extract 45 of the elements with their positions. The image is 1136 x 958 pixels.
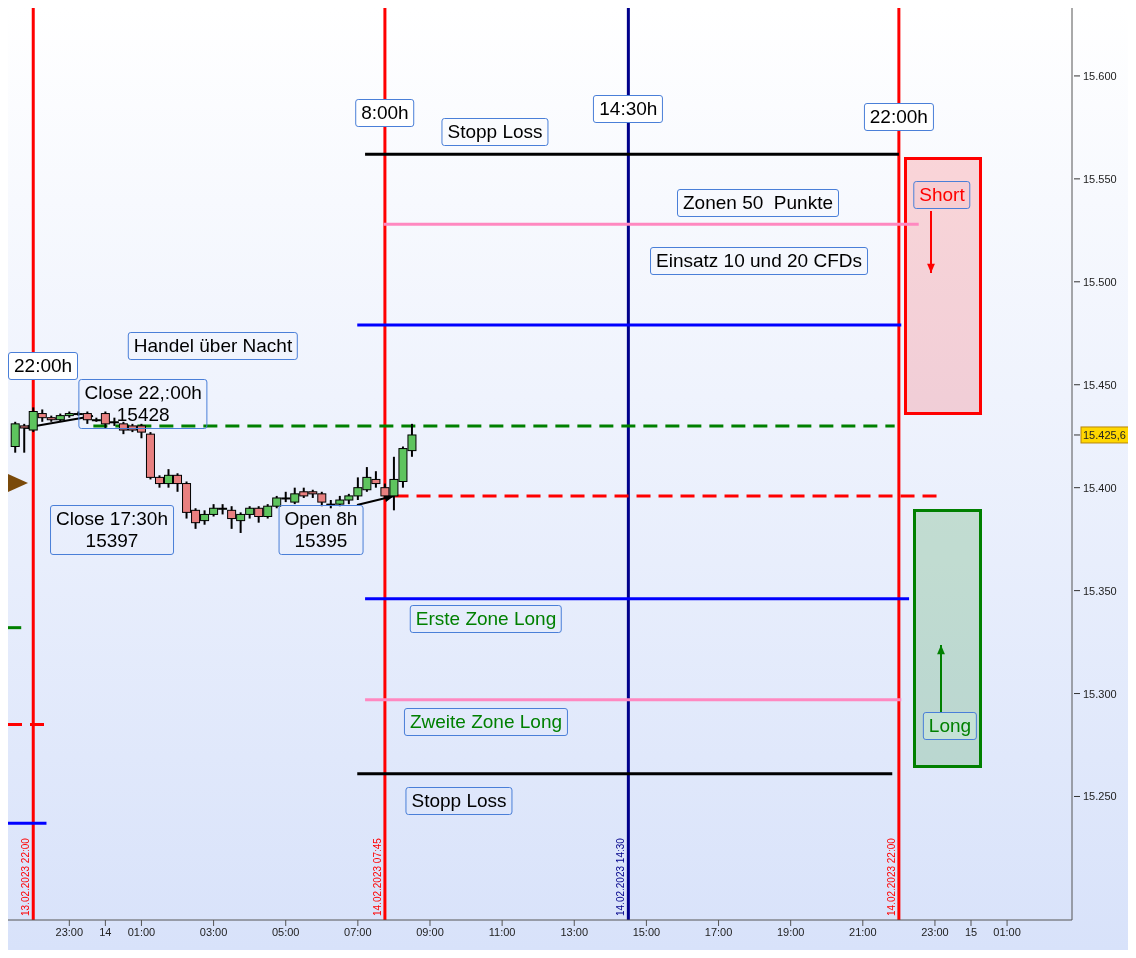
- annotation: Long: [922, 712, 978, 740]
- annotation: Handel über Nacht: [127, 332, 299, 360]
- x-tick-label: 03:00: [199, 925, 228, 938]
- x-tick-label: 01:00: [127, 925, 156, 938]
- annotation: 22:00h: [863, 103, 934, 132]
- annotation: Erste Zone Long: [409, 605, 563, 633]
- y-tick-label: 15.300: [1083, 687, 1117, 700]
- x-tick-label: 14: [99, 925, 112, 938]
- ref-line-label: 13.02.2023 22:00: [20, 837, 32, 916]
- y-tick-label: 15.400: [1083, 481, 1117, 494]
- annotation: Zweite Zone Long: [403, 708, 569, 736]
- annotation: Einsatz 10 und 20 CFDs: [650, 247, 868, 275]
- y-tick-label: 15.350: [1083, 584, 1117, 597]
- annotation: 8:00h: [355, 98, 415, 127]
- x-tick-label: 15:00: [632, 925, 661, 938]
- y-tick-label: 15.500: [1083, 275, 1117, 288]
- x-tick-label: 13:00: [560, 925, 589, 938]
- annotation: Zonen 50 Punkte: [677, 189, 839, 217]
- annotation: Close 22,:00h 15428: [78, 378, 208, 429]
- annotation: Stopp Loss: [441, 118, 549, 146]
- y-tick-label: 15.550: [1083, 172, 1117, 185]
- x-tick-label: 23:00: [55, 925, 84, 938]
- annotation: Stopp Loss: [405, 787, 513, 815]
- annotation: 22:00h: [8, 352, 79, 381]
- ref-line-label: 14.02.2023 14:30: [615, 837, 627, 916]
- y-tick-label: 15.250: [1083, 790, 1117, 803]
- ref-line-label: 14.02.2023 07:45: [371, 837, 383, 916]
- x-tick-label: 09:00: [416, 925, 444, 938]
- x-tick-label: 21:00: [849, 925, 877, 938]
- x-tick-label: 17:00: [704, 925, 733, 938]
- x-tick-label: 15: [964, 925, 978, 938]
- y-tick-label: 15.450: [1083, 378, 1117, 391]
- x-tick-label: 23:00: [921, 925, 949, 938]
- annotation: Close 17:30h 15397: [50, 505, 174, 555]
- x-tick-label: 05:00: [271, 925, 300, 938]
- x-tick-label: 07:00: [344, 925, 372, 938]
- annotation: Open 8h 15395: [278, 504, 364, 555]
- annotation: Short: [913, 181, 971, 209]
- y-tick-label: 15.425,6: [1083, 428, 1126, 441]
- x-tick-label: 01:00: [993, 925, 1021, 938]
- y-tick-label: 15.600: [1083, 69, 1117, 82]
- annotation: 14:30h: [593, 94, 664, 123]
- x-tick-label: 11:00: [488, 925, 516, 938]
- ref-line-label: 14.02.2023 22:00: [885, 837, 897, 916]
- x-tick-label: 19:00: [776, 925, 805, 938]
